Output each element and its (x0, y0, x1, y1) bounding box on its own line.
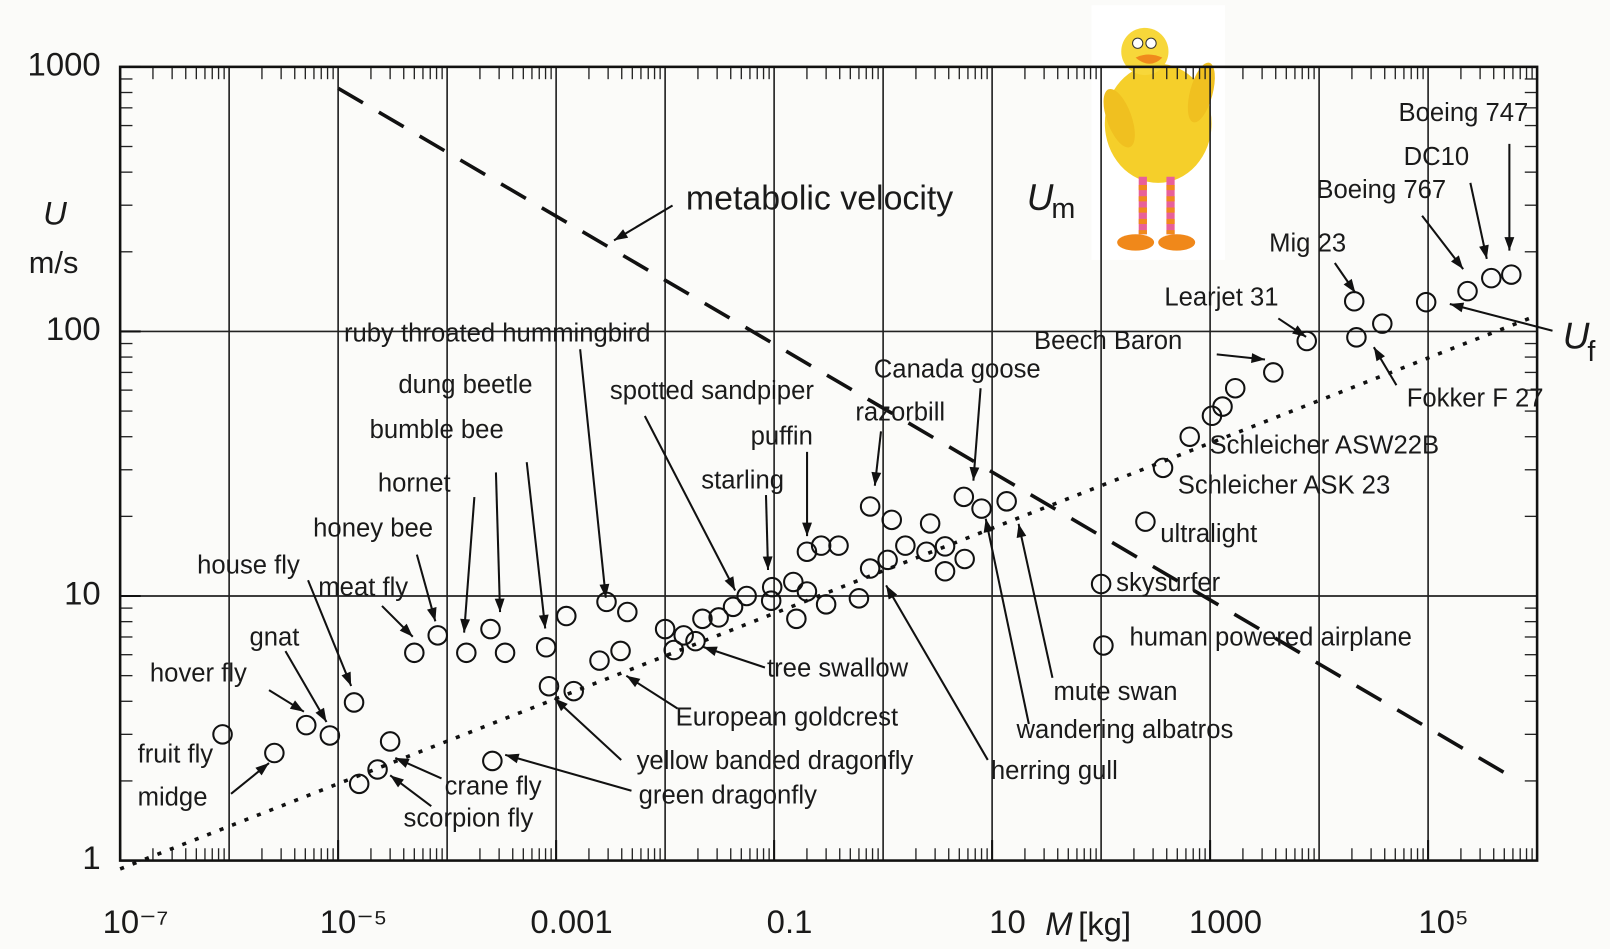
annotation: Boeing 747 (1398, 99, 1528, 127)
annotation: honey bee (313, 515, 433, 543)
x-tick-label: 0.001 (530, 903, 612, 940)
x-axis-unit: [kg] (1078, 905, 1131, 942)
annotation: crane fly (445, 772, 542, 800)
annotation: ultralight (1160, 520, 1257, 548)
annotation: meat fly (318, 573, 408, 601)
line-symbol: U (1563, 316, 1590, 357)
annotation: tree swallow (767, 654, 909, 682)
x-tick-label: 10 (989, 903, 1026, 940)
line-subscript: m (1051, 193, 1075, 225)
annotation: Learjet 31 (1164, 284, 1278, 312)
x-tick-label: 10⁵ (1418, 903, 1468, 940)
annotation: skysurfer (1116, 569, 1221, 597)
annotation: razorbill (855, 399, 945, 427)
annotation: gnat (250, 624, 300, 652)
line-subscript: f (1587, 336, 1596, 368)
x-tick-label: 1000 (1189, 903, 1262, 940)
y-tick-label: 100 (46, 310, 101, 347)
y-tick-label: 1 (82, 839, 100, 876)
annotation: DC10 (1404, 143, 1470, 171)
annotation: herring gull (991, 757, 1118, 785)
x-axis-symbol: M (1045, 905, 1073, 942)
annotation: human powered airplane (1129, 624, 1411, 652)
annotation: Beech Baron (1034, 327, 1182, 355)
annotation: starling (701, 466, 784, 494)
y-axis-symbol: U (43, 194, 67, 231)
annotation: dung beetle (398, 371, 532, 399)
annotation: fruit fly (138, 741, 214, 769)
y-tick-label: 1000 (28, 46, 101, 83)
annotation: puffin (751, 422, 813, 450)
x-tick-label: 0.1 (767, 903, 813, 940)
chart: U m/s M [kg] 1 10 100 1000 10⁻⁷ 10⁻⁵ 0.001 0.1 1… (0, 0, 1610, 949)
line-symbol: U (1027, 177, 1054, 218)
annotation: house fly (197, 552, 300, 580)
x-tick-label: 10⁻⁷ (103, 903, 169, 940)
annotation: yellow banded dragonfly (637, 747, 914, 775)
annotation: Schleicher ASW22B (1210, 432, 1440, 460)
line-label: metabolic velocity (686, 179, 953, 217)
y-axis-unit: m/s (29, 245, 79, 280)
page: U m/s M [kg] 1 10 100 1000 10⁻⁷ 10⁻⁵ 0.001 0.1 1… (0, 0, 1610, 949)
annotation: wandering albatros (1016, 716, 1234, 744)
annotation: Canada goose (874, 356, 1041, 384)
annotation: mute swan (1053, 678, 1177, 706)
annotation: hover fly (150, 660, 247, 688)
annotation: hornet (378, 470, 451, 498)
annotation: ruby throated hummingbird (344, 320, 651, 348)
annotation: bumble bee (370, 416, 504, 444)
annotation: midge (138, 784, 208, 812)
annotation: Fokker F 27 (1407, 384, 1544, 412)
annotation: spotted sandpiper (610, 377, 814, 405)
x-tick-label: 10⁻⁵ (320, 903, 387, 940)
annotation: scorpion fly (404, 804, 534, 832)
big-bird-picture (1091, 5, 1224, 260)
annotation: Boeing 767 (1316, 176, 1446, 204)
annotation: Schleicher ASK 23 (1178, 472, 1391, 500)
annotation: green dragonfly (639, 782, 817, 810)
annotation: Mig 23 (1269, 229, 1346, 257)
annotation: European goldcrest (676, 704, 899, 732)
y-tick-label: 10 (64, 575, 101, 612)
